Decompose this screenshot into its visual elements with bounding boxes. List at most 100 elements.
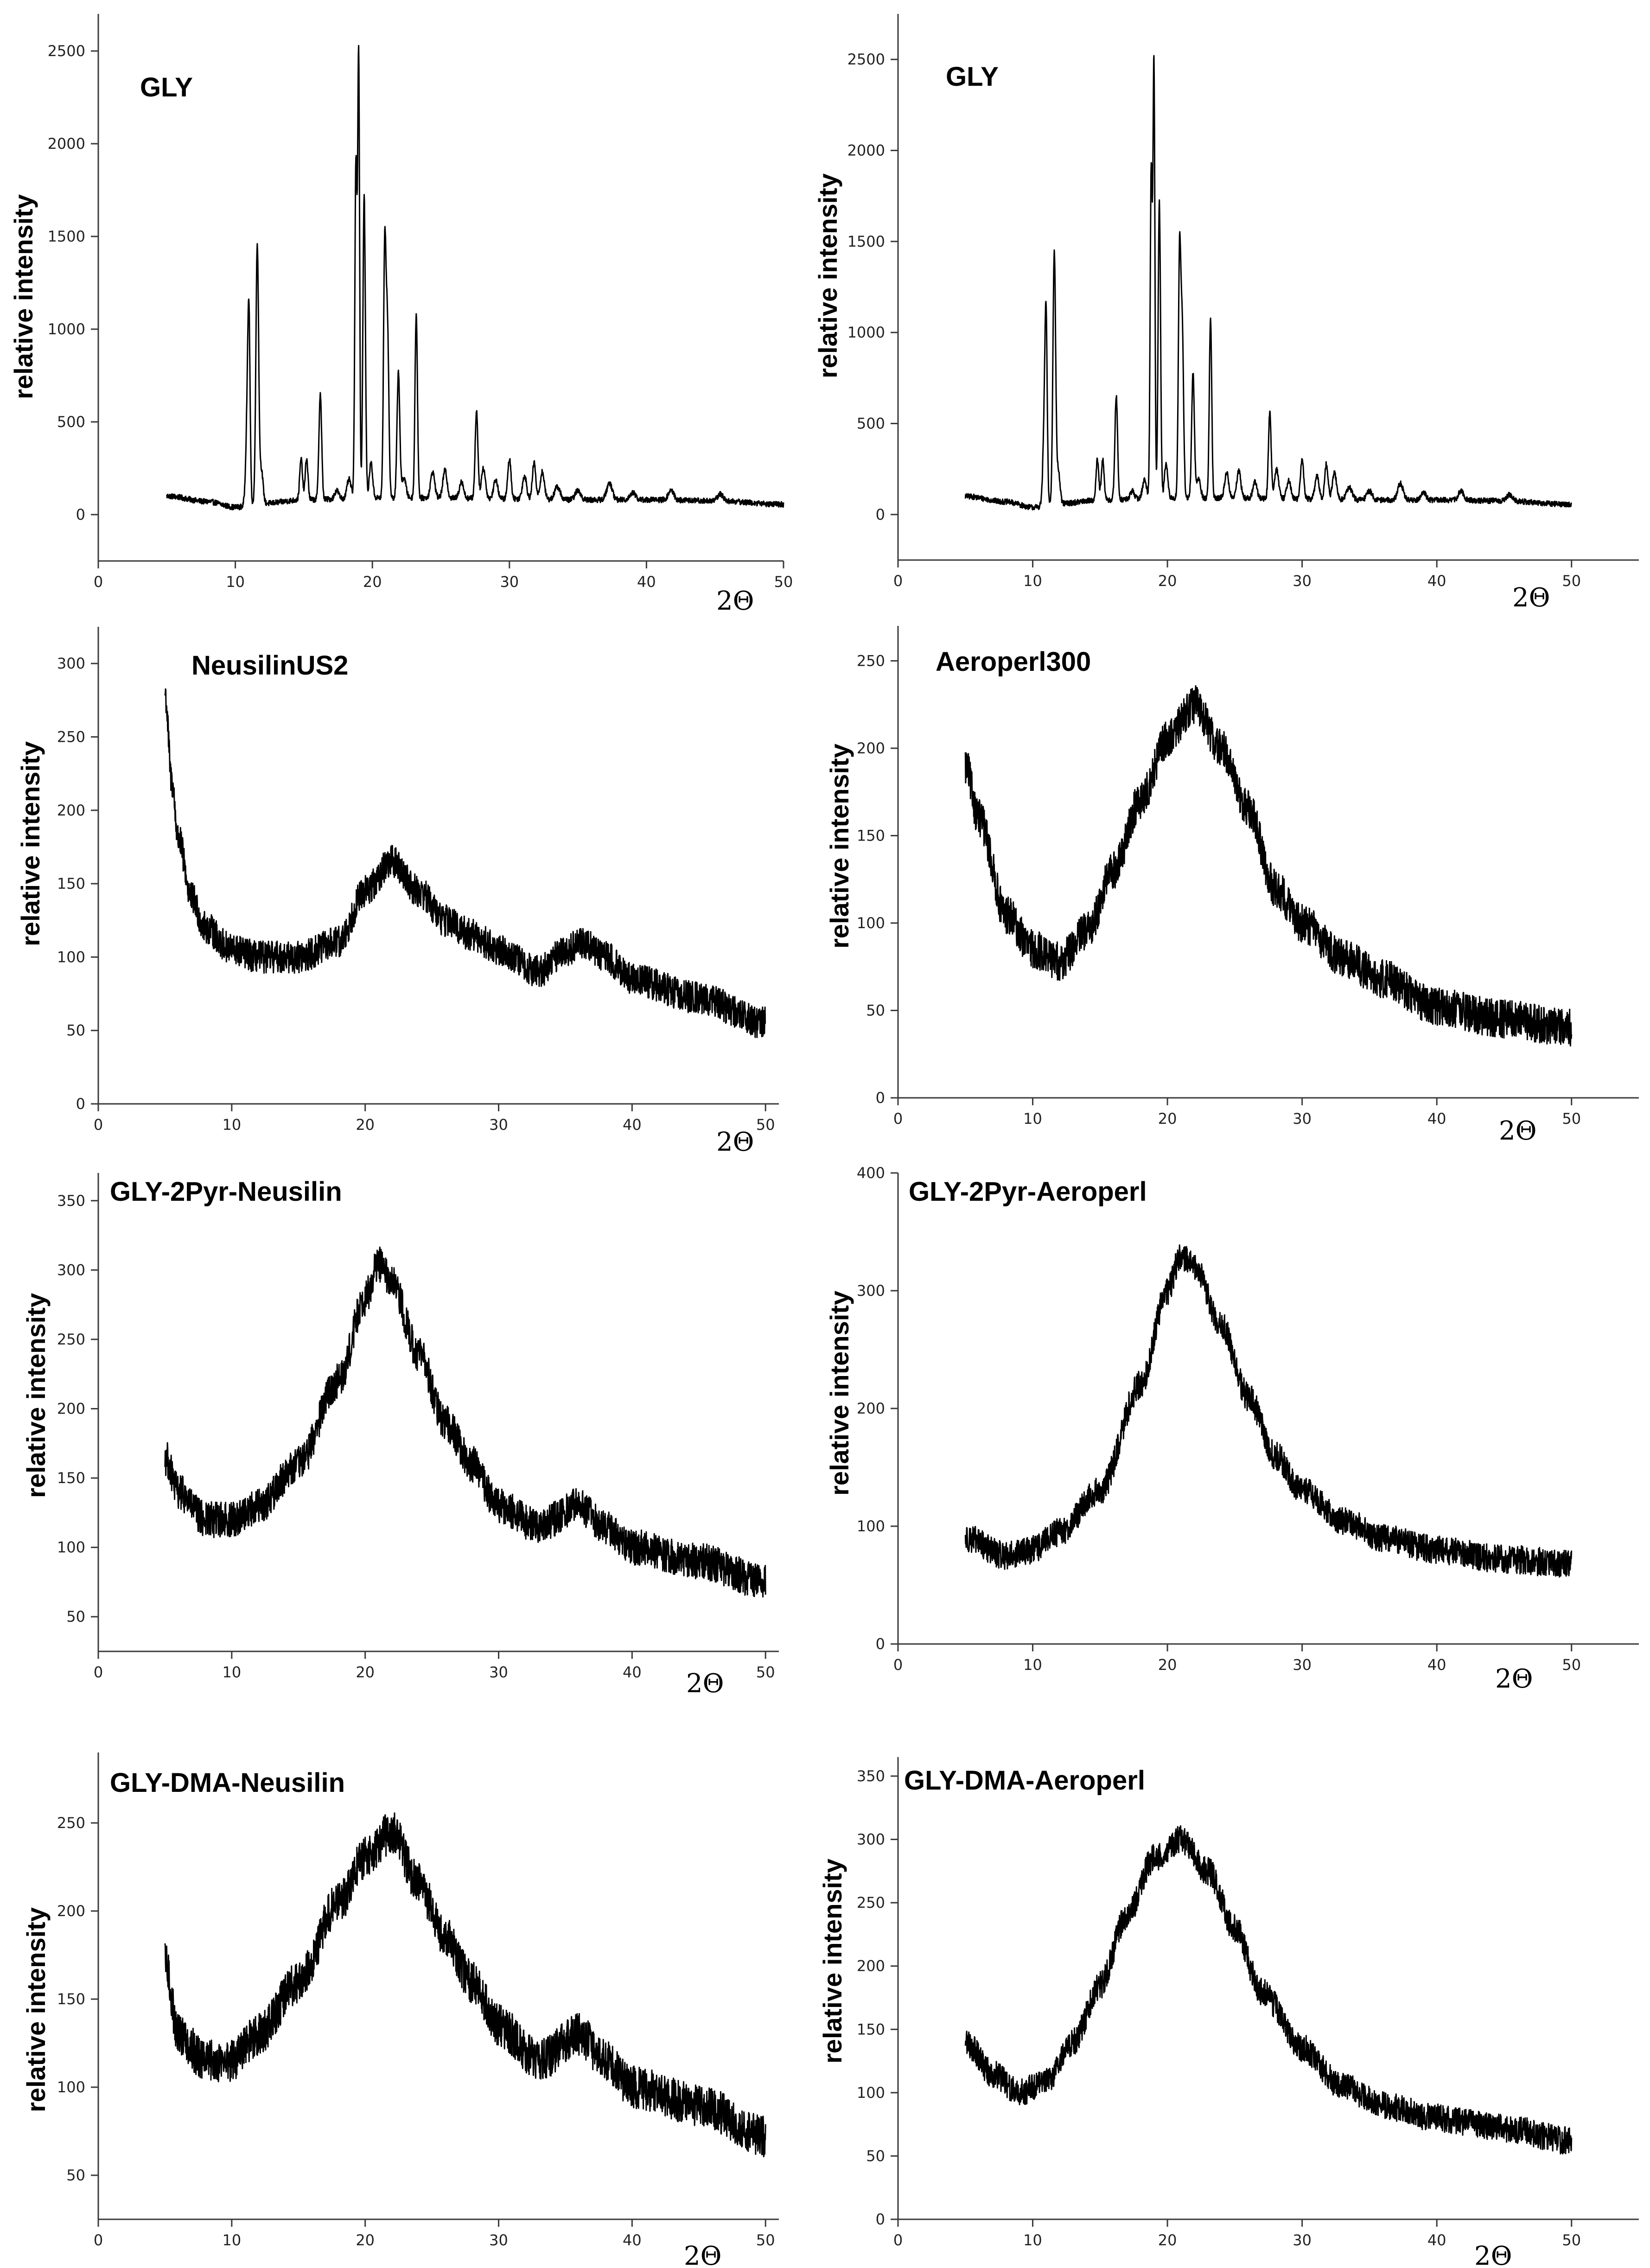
x-tick-label: 10 <box>1023 1110 1042 1128</box>
panel-gly-2pyr-aeroperl: 0 10 20 30 40 50 0 100 200 300 400 GLY-2Pyr-Aerope… <box>825 1164 1639 1694</box>
y-tick-label: 400 <box>857 1164 885 1182</box>
x-axis-label: 2Θ <box>1474 2241 1512 2268</box>
axes <box>897 1173 1639 1645</box>
y-tick-label: 200 <box>857 1400 885 1417</box>
x-tick-label: 30 <box>500 573 519 591</box>
y-tick-label: 200 <box>57 802 85 819</box>
x-tick-label: 0 <box>893 572 903 590</box>
y-tick-label: 1000 <box>847 324 885 341</box>
x-tick-label: 10 <box>1023 1656 1042 1674</box>
diffraction-trace <box>164 1246 766 1598</box>
x-tick-label: 40 <box>1427 1656 1446 1674</box>
y-axis-label: relative intensity <box>825 744 854 949</box>
y-tick-label: 0 <box>876 1635 885 1653</box>
axes <box>897 14 1639 561</box>
ticks: 0 10 20 30 40 50 0 50 100 150 200 250 <box>857 652 1581 1128</box>
y-tick-label: 300 <box>857 1831 885 1848</box>
y-tick-label: 150 <box>857 827 885 844</box>
x-tick-label: 30 <box>1293 1656 1312 1674</box>
y-tick-label: 250 <box>57 1331 85 1348</box>
y-tick-label: 250 <box>857 652 885 669</box>
x-tick-label: 40 <box>1427 1110 1446 1128</box>
x-tick-label: 0 <box>893 1656 903 1674</box>
y-tick-label: 1000 <box>48 320 85 338</box>
x-tick-label: 40 <box>1427 572 1446 590</box>
x-tick-label: 0 <box>94 1663 103 1681</box>
x-tick-label: 50 <box>1562 2231 1581 2249</box>
y-tick-label: 100 <box>57 2078 85 2096</box>
y-tick-label: 50 <box>66 2166 85 2184</box>
y-tick-label: 150 <box>57 1990 85 2008</box>
y-tick-label: 50 <box>866 2147 885 2165</box>
y-tick-label: 150 <box>57 1469 85 1487</box>
x-tick-label: 0 <box>893 2231 903 2249</box>
x-tick-label: 0 <box>893 1110 903 1128</box>
panel-title: GLY-DMA-Aeroperl <box>904 1765 1145 1796</box>
x-tick-label: 50 <box>1562 1110 1581 1128</box>
y-tick-label: 50 <box>866 1001 885 1019</box>
y-axis-label: relative intensity <box>818 1859 847 2064</box>
x-tick-label: 30 <box>1293 2231 1312 2249</box>
diffraction-trace <box>164 688 766 1038</box>
axes <box>97 1752 779 2220</box>
x-tick-label: 30 <box>1293 1110 1312 1128</box>
x-axis-label: 2Θ <box>684 2241 722 2268</box>
y-tick-label: 1500 <box>847 233 885 250</box>
y-axis-label: relative intensity <box>813 173 842 378</box>
x-tick-label: 30 <box>1293 572 1312 590</box>
y-tick-label: 200 <box>857 739 885 757</box>
x-tick-label: 10 <box>1023 2231 1042 2249</box>
y-axis-label: relative intensity <box>21 1907 51 2112</box>
y-tick-label: 100 <box>57 1539 85 1556</box>
x-tick-label: 40 <box>623 2231 642 2249</box>
x-tick-label: 0 <box>94 1116 103 1134</box>
y-tick-label: 300 <box>57 1261 85 1279</box>
x-tick-label: 50 <box>1562 1656 1581 1674</box>
panel-title: GLY-2Pyr-Aeroperl <box>909 1177 1147 1207</box>
axes <box>97 14 784 562</box>
axes <box>897 626 1639 1099</box>
panel-aeroperl300: 0 10 20 30 40 50 0 50 100 150 200 250 Aeroperl300 r… <box>825 626 1639 1146</box>
x-tick-label: 20 <box>356 1663 375 1681</box>
y-tick-label: 0 <box>76 506 85 523</box>
x-tick-label: 40 <box>637 573 656 591</box>
x-tick-label: 30 <box>489 1663 508 1681</box>
panel-gly-dma-neusilin: 0 10 20 30 40 50 50 100 150 200 250 GLY-DMA-Neusil… <box>21 1752 779 2268</box>
y-tick-label: 100 <box>857 914 885 932</box>
x-tick-label: 30 <box>489 1116 508 1134</box>
x-tick-label: 20 <box>356 2231 375 2249</box>
y-tick-label: 1500 <box>48 228 85 245</box>
x-tick-label: 20 <box>1158 572 1177 590</box>
y-tick-label: 0 <box>876 2211 885 2228</box>
panel-title: Aeroperl300 <box>936 647 1091 677</box>
panel-neusilin-us2: 0 10 20 30 40 50 0 50 100 150 200 250 300 NeusilinUS… <box>16 627 779 1157</box>
x-tick-label: 50 <box>756 1116 775 1134</box>
y-tick-label: 2500 <box>847 51 885 68</box>
diffraction-trace <box>964 1244 1573 1578</box>
ticks: 0 10 20 30 40 50 50 100 150 200 250 <box>57 1814 775 2249</box>
y-tick-label: 50 <box>66 1608 85 1625</box>
ticks: 0 10 20 30 40 50 0 50 100 150 200 250 300 350 <box>857 1767 1581 2249</box>
panel-title: GLY-2Pyr-Neusilin <box>110 1177 342 1207</box>
y-tick-label: 500 <box>57 413 85 431</box>
panel-title: NeusilinUS2 <box>191 650 348 681</box>
panel-title: GLY <box>140 72 193 102</box>
x-tick-label: 20 <box>1158 1656 1177 1674</box>
x-tick-label: 50 <box>774 573 793 591</box>
x-tick-label: 10 <box>1023 572 1042 590</box>
panel-gly-dma-aeroperl: 0 10 20 30 40 50 0 50 100 150 200 250 300 350 GLY-DMA… <box>818 1757 1639 2268</box>
x-axis-label: 2Θ <box>716 1127 754 1157</box>
diffraction-trace <box>964 685 1573 1047</box>
x-tick-label: 40 <box>623 1116 642 1134</box>
diffraction-trace <box>166 45 784 510</box>
y-tick-label: 200 <box>857 1957 885 1975</box>
x-tick-label: 0 <box>94 573 103 591</box>
y-axis-label: relative intensity <box>9 194 38 399</box>
y-tick-label: 200 <box>57 1902 85 1920</box>
y-tick-label: 2000 <box>48 135 85 153</box>
x-axis-label: 2Θ <box>1512 583 1550 613</box>
